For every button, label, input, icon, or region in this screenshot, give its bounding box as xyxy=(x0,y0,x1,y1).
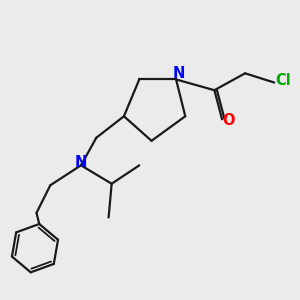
Text: N: N xyxy=(74,155,87,170)
Text: N: N xyxy=(173,66,185,81)
Text: O: O xyxy=(223,113,235,128)
Text: Cl: Cl xyxy=(275,74,291,88)
